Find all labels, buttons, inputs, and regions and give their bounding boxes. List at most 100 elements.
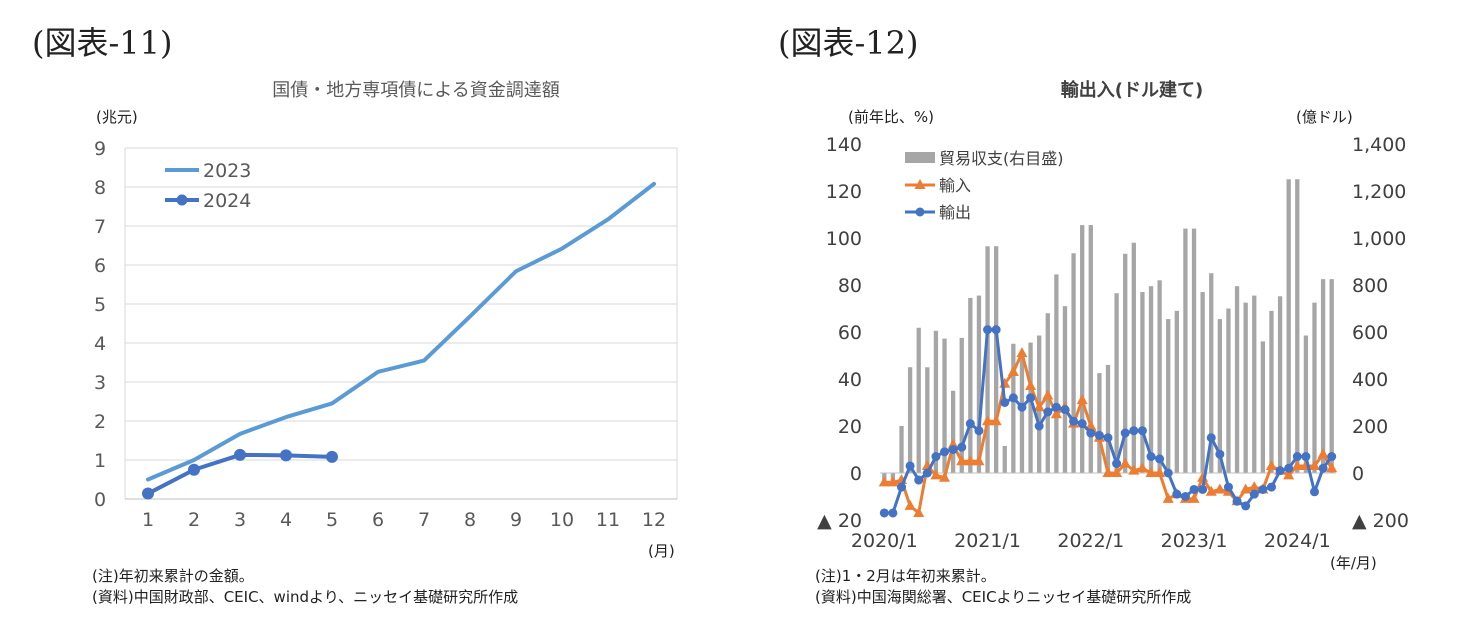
y-left-tick-label: 60 <box>838 322 862 344</box>
data-point-輸入 <box>1007 365 1019 376</box>
data-point-輸出 <box>1180 492 1190 501</box>
x-tick-label: 8 <box>464 509 476 531</box>
data-point-輸入 <box>1033 401 1045 412</box>
bar-trade-balance <box>933 330 939 473</box>
data-point-輸出 <box>965 419 975 429</box>
y-tick-label: 1 <box>94 450 106 472</box>
data-point-輸出 <box>948 445 958 454</box>
bar-trade-balance <box>1080 225 1085 473</box>
data-point-輸入 <box>1145 467 1157 477</box>
y-left-tick-label: 120 <box>826 181 862 203</box>
bar-trade-balance <box>1329 279 1334 473</box>
y-right-tick-label: 1,400 <box>1352 134 1406 156</box>
x-axis-label: (年/月) <box>1330 554 1377 572</box>
x-tick-label: 2023/1 <box>1161 530 1228 552</box>
legend-label-2023: 2023 <box>203 160 251 182</box>
legend-label-2024: 2024 <box>203 190 251 212</box>
data-point-2024 <box>280 449 292 462</box>
chart-title: 国債・地方専項債による資金調達額 <box>272 80 559 101</box>
data-point-輸出 <box>1112 459 1122 469</box>
data-point-輸出 <box>1318 463 1328 473</box>
data-point-輸入 <box>1085 420 1097 430</box>
data-point-輸出 <box>1017 402 1027 412</box>
bar-trade-balance <box>1114 293 1119 473</box>
data-point-輸入 <box>1291 459 1303 470</box>
data-point-輸出 <box>1284 463 1294 473</box>
bar-trade-balance <box>1209 273 1214 473</box>
y-tick-label: 3 <box>94 372 106 394</box>
data-point-輸入 <box>973 455 985 466</box>
note-left-1: (注)年初来累計の金額。 <box>92 567 254 585</box>
data-point-輸出 <box>1077 419 1087 429</box>
data-point-輸入 <box>1119 457 1131 468</box>
bar-trade-balance <box>1303 335 1309 473</box>
x-tick-label: 2 <box>188 509 200 531</box>
data-point-輸入 <box>1042 389 1054 400</box>
data-point-輸出 <box>922 468 932 478</box>
y-tick-label: 7 <box>94 216 106 238</box>
legend-swatch-貿易収支(右目盛) <box>905 152 935 163</box>
data-point-輸入 <box>930 469 942 480</box>
legend-marker-輸入 <box>914 179 926 189</box>
data-point-輸入 <box>1050 408 1062 419</box>
bar-trade-balance <box>1131 242 1136 473</box>
bar-trade-balance <box>985 246 990 473</box>
data-point-輸入 <box>956 455 968 466</box>
legend-marker-2024 <box>176 194 188 206</box>
y-right-tick-label: 0 <box>1352 463 1364 485</box>
data-point-2024 <box>142 487 154 500</box>
y-right-tick-label: 200 <box>1352 416 1388 438</box>
y-tick-label: 5 <box>94 294 106 316</box>
data-point-輸出 <box>1223 482 1233 492</box>
data-point-輸出 <box>1034 421 1044 431</box>
bar-trade-balance <box>1260 341 1266 473</box>
data-point-輸出 <box>1327 452 1337 462</box>
data-point-輸入 <box>964 455 976 466</box>
x-axis-label: (月) <box>648 542 675 560</box>
bar-trade-balance <box>1312 302 1317 473</box>
bar-trade-balance <box>1286 179 1291 473</box>
note-left-2: (資料)中国財政部、CEIC、windより、ニッセイ基礎研究所作成 <box>92 588 519 606</box>
bar-trade-balance <box>907 367 913 473</box>
legend-label-輸出: 輸出 <box>939 203 971 222</box>
data-point-輸出 <box>1249 489 1259 499</box>
bar-trade-balance <box>976 295 982 473</box>
legend-marker-輸出 <box>915 207 925 217</box>
series-line-2023 <box>146 181 656 482</box>
bar-trade-balance <box>1243 302 1248 473</box>
y-tick-label: 6 <box>94 255 106 277</box>
bar-trade-balance <box>1183 228 1188 473</box>
data-point-輸入 <box>904 499 916 510</box>
y-right-tick-label: 1,200 <box>1352 181 1406 203</box>
data-point-輸出 <box>914 475 924 485</box>
bar-trade-balance <box>925 367 930 473</box>
data-point-輸出 <box>1241 501 1251 511</box>
data-point-輸出 <box>1060 405 1070 415</box>
bar-trade-balance <box>1028 342 1033 473</box>
data-point-輸入 <box>1265 459 1277 470</box>
bar-trade-balance <box>1252 295 1257 473</box>
data-point-輸出 <box>1232 496 1242 506</box>
y-tick-label: 9 <box>94 138 106 160</box>
data-point-輸入 <box>990 415 1002 426</box>
data-point-輸入 <box>1283 469 1295 480</box>
y-tick-label: 8 <box>94 177 106 199</box>
bar-trade-balance <box>1071 253 1076 473</box>
data-point-輸出 <box>1000 398 1010 407</box>
data-point-輸出 <box>1086 428 1096 438</box>
bar-trade-balance <box>942 338 947 473</box>
x-tick-label: 10 <box>550 509 574 531</box>
data-point-輸出 <box>940 447 950 457</box>
data-point-輸入 <box>1025 380 1037 391</box>
data-point-輸出 <box>1301 452 1311 462</box>
data-point-輸入 <box>878 476 890 487</box>
data-point-輸出 <box>888 508 898 518</box>
x-tick-label: 2020/1 <box>851 530 918 552</box>
data-point-輸出 <box>1155 454 1165 464</box>
bar-trade-balance <box>1217 319 1222 473</box>
bar-trade-balance <box>968 297 973 473</box>
x-tick-label: 12 <box>642 509 666 531</box>
data-point-輸入 <box>1128 464 1140 475</box>
data-point-輸出 <box>897 482 907 492</box>
notes-left: (注)年初来累計の金額。 (資料)中国財政部、CEIC、windより、ニッセイ基… <box>92 566 518 608</box>
